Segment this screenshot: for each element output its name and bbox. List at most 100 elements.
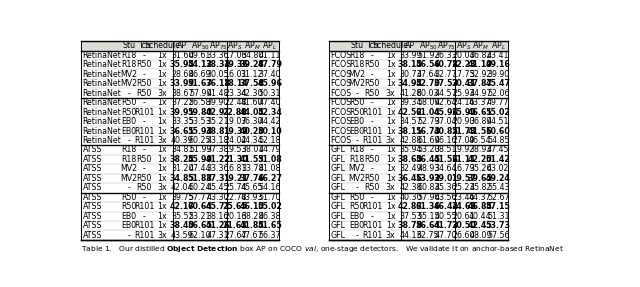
Text: 40.85: 40.85	[434, 127, 458, 135]
Text: 50.31: 50.31	[259, 89, 281, 98]
Text: EB0: EB0	[349, 117, 365, 126]
Text: 57.56: 57.56	[487, 231, 509, 240]
Text: 42.64: 42.64	[435, 98, 458, 107]
Bar	[329, 174, 508, 183]
Text: R50: R50	[122, 202, 137, 211]
Text: 41.11: 41.11	[259, 51, 281, 60]
Text: R50: R50	[364, 183, 380, 192]
Text: 30.73: 30.73	[399, 70, 422, 79]
Text: GFL: GFL	[330, 231, 346, 240]
Text: R50: R50	[136, 89, 152, 98]
Text: 33.99: 33.99	[170, 79, 195, 88]
Text: 47.45: 47.45	[487, 146, 509, 154]
Text: 19.92: 19.92	[452, 146, 474, 154]
Bar	[81, 136, 280, 145]
Text: -: -	[143, 212, 145, 221]
Text: 55.43: 55.43	[487, 183, 509, 192]
Text: 51.70: 51.70	[259, 193, 281, 202]
Text: EB0: EB0	[122, 127, 137, 135]
Text: 16.79: 16.79	[452, 164, 475, 173]
Text: 61.04: 61.04	[416, 108, 440, 117]
Text: 55.02: 55.02	[486, 108, 511, 117]
Text: 52.06: 52.06	[487, 89, 509, 98]
Text: AP: AP	[177, 41, 187, 50]
Text: 43.02: 43.02	[487, 164, 509, 173]
Text: 56.65: 56.65	[188, 221, 212, 230]
Text: 38.01: 38.01	[241, 146, 263, 154]
Bar	[329, 230, 508, 240]
Text: 34.81: 34.81	[171, 146, 193, 154]
Bar	[329, 164, 508, 174]
Text: 35.52: 35.52	[171, 212, 193, 221]
Text: EB0: EB0	[349, 127, 365, 135]
Text: R101: R101	[362, 231, 382, 240]
Text: 41.56: 41.56	[434, 155, 458, 164]
Text: 35.94: 35.94	[399, 146, 422, 154]
Text: R101: R101	[134, 108, 154, 117]
Text: 31.12: 31.12	[241, 70, 264, 79]
Bar	[81, 230, 280, 240]
Text: GFL: GFL	[330, 146, 346, 154]
Text: 38.40: 38.40	[170, 221, 195, 230]
Text: 43.41: 43.41	[487, 51, 509, 60]
Text: -: -	[371, 98, 374, 107]
Text: 41.60: 41.60	[241, 98, 264, 107]
Text: 56.37: 56.37	[259, 231, 281, 240]
Text: 19.36: 19.36	[223, 60, 248, 69]
Text: 19.21: 19.21	[223, 174, 248, 183]
Text: 25.74: 25.74	[224, 183, 246, 192]
Text: 45.96: 45.96	[433, 108, 458, 117]
Text: 40.78: 40.78	[434, 60, 458, 69]
Text: 55.94: 55.94	[188, 127, 212, 135]
Text: R50: R50	[364, 89, 380, 98]
Text: EB0: EB0	[349, 212, 365, 221]
Text: 51.65: 51.65	[257, 221, 282, 230]
Text: 21.30: 21.30	[223, 155, 248, 164]
Bar	[329, 69, 508, 79]
Text: 38.28: 38.28	[241, 212, 263, 221]
Text: ATSS: ATSS	[83, 174, 102, 183]
Text: R50: R50	[364, 60, 380, 69]
Text: 1x: 1x	[386, 98, 396, 107]
Text: MV2: MV2	[349, 70, 366, 79]
Text: 38.34: 38.34	[205, 60, 230, 69]
Text: 35.26: 35.26	[469, 164, 492, 173]
Text: FCOS: FCOS	[330, 108, 352, 117]
Bar	[81, 193, 280, 202]
Bar	[81, 51, 280, 60]
Text: 42.20: 42.20	[468, 155, 493, 164]
Text: AP$_S$: AP$_S$	[227, 40, 243, 52]
Text: 20.61: 20.61	[452, 212, 475, 221]
Text: 32.77: 32.77	[435, 70, 458, 79]
Text: 43.18: 43.18	[207, 136, 229, 145]
Text: 52.70: 52.70	[416, 79, 440, 88]
Text: 46.38: 46.38	[259, 212, 281, 221]
Text: R50: R50	[136, 183, 152, 192]
Text: FCOS: FCOS	[330, 89, 352, 98]
Bar	[329, 98, 508, 107]
Text: 46.54: 46.54	[469, 136, 492, 145]
Text: 44.37: 44.37	[469, 193, 492, 202]
Text: 32.92: 32.92	[469, 70, 492, 79]
Text: 59.80: 59.80	[188, 108, 212, 117]
Text: 19.53: 19.53	[224, 146, 246, 154]
Bar	[329, 51, 508, 60]
Text: 33.78: 33.78	[241, 164, 263, 173]
Bar	[81, 60, 280, 69]
Text: 41.53: 41.53	[239, 155, 264, 164]
Text: 41.48: 41.48	[207, 89, 229, 98]
Text: 39.75: 39.75	[171, 193, 193, 202]
Text: 1x: 1x	[386, 51, 396, 60]
Text: 47.70: 47.70	[435, 231, 458, 240]
Bar	[81, 88, 280, 98]
Text: RetinaNet: RetinaNet	[83, 51, 121, 60]
Text: -: -	[127, 136, 131, 145]
Text: 39.28: 39.28	[239, 60, 264, 69]
Text: 44.79: 44.79	[259, 146, 281, 154]
Text: 37.04: 37.04	[435, 117, 458, 126]
Text: 33.36: 33.36	[207, 164, 229, 173]
Text: 42.30: 42.30	[241, 89, 264, 98]
Text: 44.51: 44.51	[487, 117, 509, 126]
Text: 51.42: 51.42	[486, 155, 511, 164]
Text: 22.88: 22.88	[223, 108, 248, 117]
